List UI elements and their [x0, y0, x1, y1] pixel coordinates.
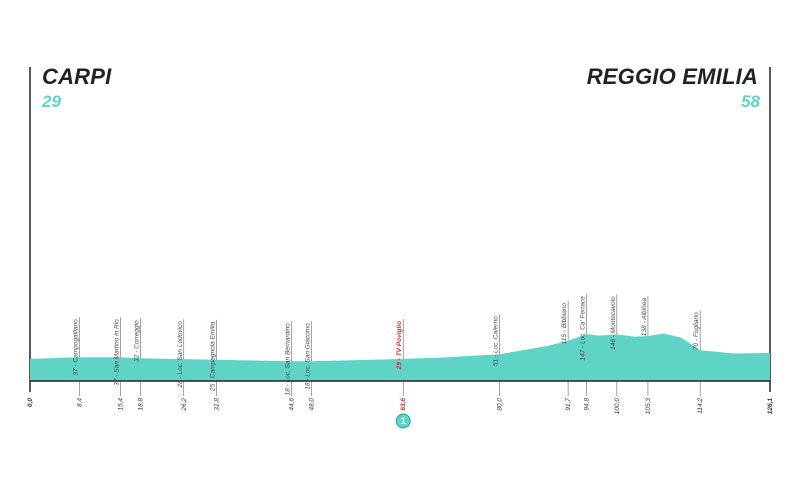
elevation-profile-area: [30, 333, 770, 381]
km-tick-label: 100,0: [614, 398, 621, 415]
km-tick-label: 44,6: [289, 398, 296, 411]
waypoint-label: 25 - Campagnola Emilia: [210, 321, 217, 392]
waypoint-label: 28 - Loc. San Lodovico: [177, 321, 184, 389]
km-tick-label: 15,4: [117, 398, 124, 411]
waypoint-label: 32 - Correggio: [133, 320, 140, 362]
waypoint-label: 29 - TV Poviglio: [396, 321, 403, 370]
start-city-name: CARPI: [42, 64, 112, 89]
waypoint-label: 37 - Campogalliano: [72, 319, 79, 376]
waypoint-label: 147 - Loc. Ca' Ferrace: [579, 296, 586, 361]
sprint-badge: [395, 413, 411, 429]
waypoint-label: 138 - Albinea: [641, 298, 648, 336]
km-tick-label: 18,8: [137, 398, 144, 411]
km-tick-label: 80,0: [496, 398, 503, 411]
km-tick-label: 26,2: [181, 398, 188, 412]
km-tick-label: 8,4: [76, 398, 83, 407]
finish-km-label: 126,1: [767, 398, 774, 415]
start-altitude: 29: [42, 92, 61, 111]
sprint-badge-number: 1: [401, 416, 406, 426]
waypoint-label: 18 - Loc. San Giacomo: [305, 323, 312, 390]
km-tick-label: 105,3: [645, 398, 652, 415]
waypoint-label: 70 - Fogliano: [693, 312, 700, 350]
waypoint-label: 146 - Montecavolo: [610, 296, 617, 350]
km-tick-label: 114,2: [697, 398, 704, 414]
km-tick-label: 63,6: [400, 398, 407, 411]
waypoint-label: 18 - Loc. San Bernardino: [285, 323, 292, 396]
waypoint-label: 115 - Bibbiano: [561, 302, 568, 344]
finish-altitude: 58: [741, 92, 760, 111]
start-km-label: 0,0: [27, 398, 34, 407]
km-tick-label: 94,8: [583, 398, 590, 411]
waypoint-label: 37 - San Martino in Rio: [113, 319, 120, 386]
waypoint-label: 51 - Loc. Calerno: [492, 316, 499, 366]
km-tick-label: 31,8: [214, 398, 221, 411]
finish-city-name: REGGIO EMILIA: [586, 64, 758, 89]
km-tick-label: 48,0: [309, 398, 316, 411]
km-tick-label: 91,7: [565, 398, 572, 411]
